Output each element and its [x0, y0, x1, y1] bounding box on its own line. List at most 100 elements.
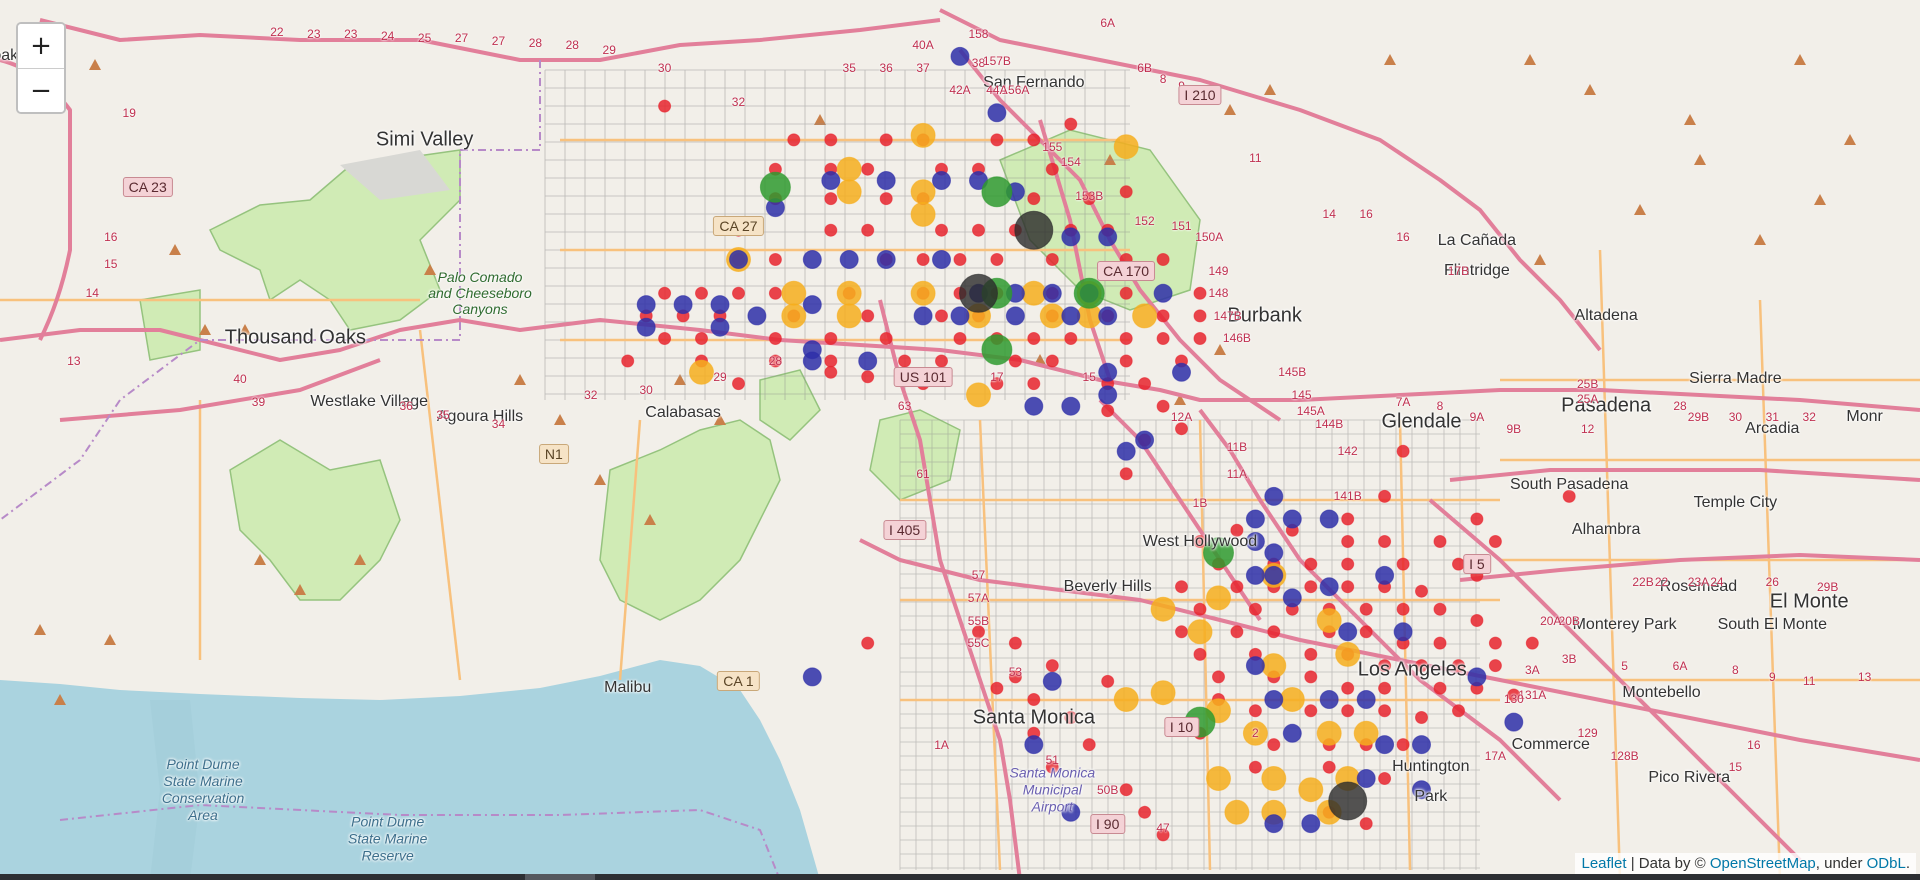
marker-blue[interactable]: [1042, 671, 1062, 691]
marker-red[interactable]: [1101, 404, 1115, 418]
marker-red[interactable]: [1304, 670, 1318, 684]
marker-orange[interactable]: [1132, 303, 1158, 329]
marker-orange[interactable]: [1242, 720, 1268, 746]
marker-orange[interactable]: [1206, 766, 1231, 791]
marker-red[interactable]: [1027, 693, 1041, 706]
marker-red[interactable]: [1341, 704, 1355, 718]
marker-red[interactable]: [658, 99, 672, 113]
marker-red[interactable]: [1008, 670, 1022, 684]
marker-green[interactable]: [1203, 537, 1234, 569]
marker-red[interactable]: [1138, 805, 1152, 819]
marker-red[interactable]: [1359, 602, 1373, 616]
marker-red[interactable]: [1341, 557, 1355, 571]
marker-orange[interactable]: [781, 280, 807, 306]
marker-blue[interactable]: [1282, 723, 1302, 743]
marker-red[interactable]: [1488, 636, 1502, 650]
marker-orange[interactable]: [836, 179, 862, 205]
marker-blue[interactable]: [1375, 735, 1395, 755]
marker-red[interactable]: [1452, 704, 1465, 718]
marker-blue[interactable]: [1467, 667, 1487, 687]
marker-red[interactable]: [1045, 659, 1059, 673]
marker-blue[interactable]: [1245, 532, 1265, 551]
marker-red[interactable]: [1248, 704, 1262, 718]
marker-red[interactable]: [1378, 772, 1392, 785]
marker-orange[interactable]: [836, 303, 862, 329]
marker-blue[interactable]: [1061, 396, 1081, 416]
marker-red[interactable]: [1008, 354, 1022, 368]
marker-red[interactable]: [1248, 602, 1262, 616]
marker-blue[interactable]: [1264, 565, 1284, 585]
marker-red[interactable]: [1396, 738, 1410, 752]
zoom-in-button[interactable]: +: [18, 24, 64, 68]
marker-red[interactable]: [990, 681, 1004, 695]
marker-red[interactable]: [1452, 659, 1465, 673]
marker-red[interactable]: [1175, 422, 1188, 436]
marker-red[interactable]: [935, 309, 948, 323]
marker-red[interactable]: [1248, 760, 1262, 774]
marker-orange[interactable]: [1224, 799, 1250, 825]
marker-red[interactable]: [1119, 467, 1133, 481]
marker-red[interactable]: [1341, 580, 1355, 594]
marker-red[interactable]: [1230, 523, 1244, 537]
marker-red[interactable]: [1359, 817, 1373, 831]
marker-red[interactable]: [1230, 625, 1244, 639]
marker-blue[interactable]: [1098, 385, 1118, 405]
marker-red[interactable]: [1562, 489, 1576, 503]
marker-red[interactable]: [1433, 602, 1447, 616]
marker-orange[interactable]: [910, 179, 936, 205]
marker-blue[interactable]: [729, 250, 748, 269]
marker-blue[interactable]: [932, 250, 951, 269]
marker-red[interactable]: [1304, 580, 1318, 594]
marker-orange[interactable]: [836, 280, 862, 306]
marker-red[interactable]: [1359, 625, 1373, 639]
marker-blue[interactable]: [1024, 396, 1044, 416]
marker-red[interactable]: [1045, 354, 1059, 368]
marker-red[interactable]: [1119, 783, 1133, 797]
marker-blue[interactable]: [636, 317, 656, 337]
marker-red[interactable]: [1378, 704, 1392, 718]
marker-blue[interactable]: [1061, 227, 1081, 247]
marker-red[interactable]: [1193, 535, 1207, 548]
marker-orange[interactable]: [1206, 585, 1231, 611]
marker-red[interactable]: [861, 636, 875, 650]
marker-red[interactable]: [1415, 711, 1428, 724]
marker-blue[interactable]: [1098, 362, 1118, 382]
marker-orange[interactable]: [910, 122, 936, 148]
marker-blue[interactable]: [1393, 622, 1413, 642]
marker-blue[interactable]: [1245, 509, 1265, 529]
marker-blue[interactable]: [1282, 509, 1302, 529]
marker-green[interactable]: [759, 171, 791, 203]
marker-red[interactable]: [1433, 636, 1447, 650]
marker-blue[interactable]: [1116, 441, 1136, 461]
marker-blue[interactable]: [1245, 565, 1265, 585]
marker-red[interactable]: [1415, 659, 1428, 673]
marker-red[interactable]: [1378, 659, 1392, 673]
marker-orange[interactable]: [781, 303, 807, 329]
marker-red[interactable]: [990, 377, 1004, 391]
marker-red[interactable]: [695, 286, 708, 300]
marker-blue[interactable]: [1319, 577, 1339, 597]
marker-red[interactable]: [1212, 670, 1225, 684]
marker-orange[interactable]: [689, 359, 714, 385]
marker-red[interactable]: [1156, 309, 1170, 323]
marker-red[interactable]: [1119, 185, 1133, 199]
marker-red[interactable]: [1267, 738, 1281, 752]
marker-red[interactable]: [1230, 580, 1244, 594]
marker-blue[interactable]: [1264, 690, 1284, 709]
marker-green[interactable]: [981, 334, 1013, 366]
marker-red[interactable]: [972, 223, 985, 237]
marker-blue[interactable]: [1412, 780, 1431, 800]
marker-red[interactable]: [1027, 192, 1041, 206]
marker-red[interactable]: [1027, 377, 1041, 391]
marker-red[interactable]: [935, 354, 948, 368]
marker-orange[interactable]: [966, 382, 991, 408]
marker-orange[interactable]: [1279, 687, 1305, 712]
marker-red[interactable]: [1138, 377, 1152, 391]
marker-red[interactable]: [824, 354, 838, 368]
marker-red[interactable]: [861, 162, 875, 176]
marker-red[interactable]: [1433, 535, 1447, 548]
odbl-link[interactable]: ODbL: [1866, 855, 1906, 872]
marker-blue[interactable]: [1504, 712, 1524, 732]
